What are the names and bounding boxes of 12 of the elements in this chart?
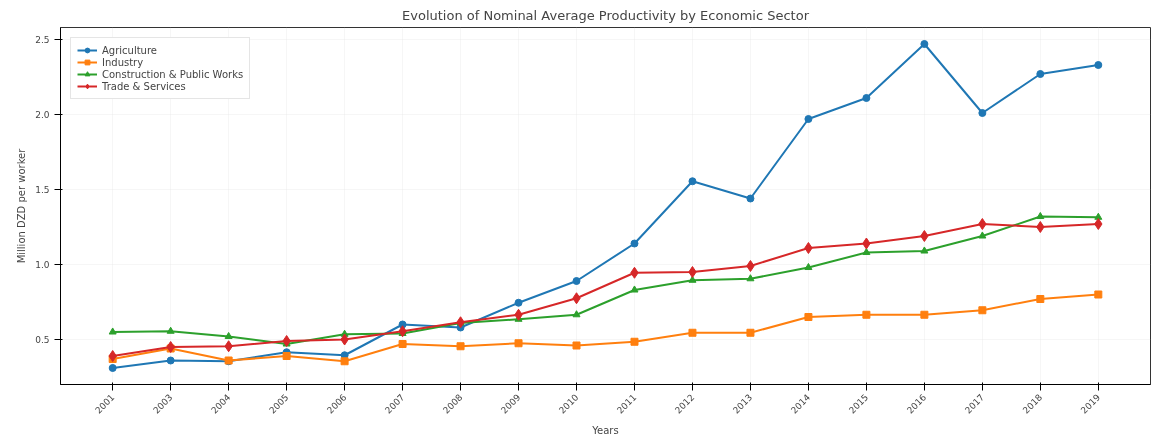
chart-title: Evolution of Nominal Average Productivity by Economic Sector bbox=[402, 7, 810, 23]
y-tick-label: 2.0 bbox=[35, 110, 50, 120]
y-axis-title: Million DZD per worker bbox=[16, 147, 28, 264]
y-tick-label: 0.5 bbox=[35, 335, 50, 345]
legend-label: Agriculture bbox=[102, 44, 157, 56]
y-tick-label: 1.5 bbox=[35, 185, 50, 195]
legend-label: Trade & Services bbox=[102, 80, 186, 92]
x-axis-title: Years bbox=[591, 424, 619, 436]
legend-label: Industry bbox=[102, 56, 144, 68]
legend-label: Construction & Public Works bbox=[102, 68, 244, 80]
y-tick-label: 2.5 bbox=[35, 35, 50, 45]
y-tick-label: 1.0 bbox=[35, 260, 50, 270]
